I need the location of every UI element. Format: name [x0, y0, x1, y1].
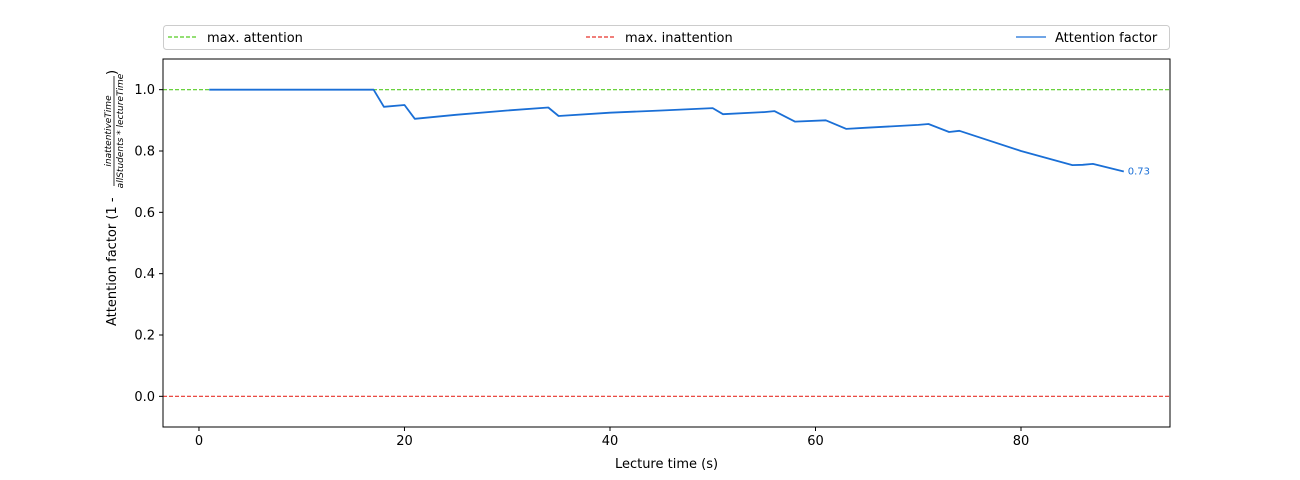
y-tick-label: 0.0 [134, 390, 155, 405]
x-tick-label: 20 [396, 434, 413, 449]
y-tick-label: 0.6 [134, 206, 155, 221]
y-tick-label: 0.8 [134, 145, 155, 160]
x-tick-label: 40 [602, 434, 619, 449]
y-axis-title-prefix: Attention factor (1 - [105, 197, 120, 326]
x-tick-label: 0 [195, 434, 203, 449]
y-axis-title-denominator: allStudents * lectureTime [116, 73, 126, 188]
y-tick-label: 0.2 [134, 329, 155, 344]
legend-label-0: max. attention [207, 31, 303, 46]
y-tick-label: 0.4 [134, 267, 155, 282]
x-tick-label: 60 [807, 434, 824, 449]
y-axis-title-numerator: inattentiveTime [104, 95, 114, 167]
legend-label-2: Attention factor [1055, 31, 1158, 46]
plot-frame [162, 58, 1171, 428]
x-axis-title: Lecture time (s) [615, 457, 718, 472]
legend-box [163, 25, 1170, 50]
x-tick-label: 80 [1013, 434, 1030, 449]
y-axis-title: Attention factor (1 - inattentiveTime all… [104, 70, 126, 326]
series-line-0 [209, 88, 1125, 173]
series-end-label: 0.73 [1128, 167, 1150, 178]
y-axis-title-suffix: ) [105, 70, 120, 75]
legend-label-1: max. inattention [625, 31, 733, 46]
y-tick-label: 1.0 [134, 83, 155, 98]
